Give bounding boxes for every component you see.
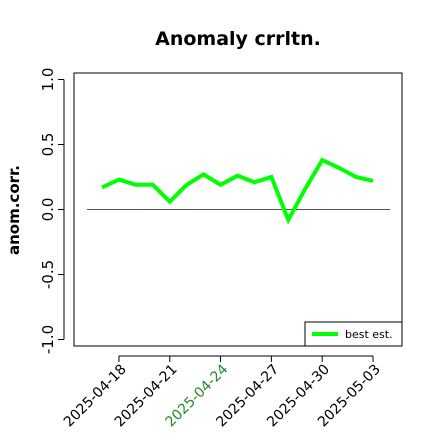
y-tick-label: 0.0: [39, 198, 57, 222]
y-tick-label: 0.5: [39, 133, 57, 157]
y-tick-label: -1.0: [39, 325, 57, 354]
legend-label: best est.: [345, 328, 393, 341]
y-axis-label: anom.corr.: [5, 165, 23, 255]
legend: best est.: [304, 321, 403, 347]
chart-title: Anomaly crrltn.: [155, 28, 321, 50]
plot-frame: [73, 72, 403, 347]
series-line-best-est: [101, 157, 374, 225]
y-tick-label: 1.0: [39, 68, 57, 92]
y-tick-label: -0.5: [39, 260, 57, 289]
